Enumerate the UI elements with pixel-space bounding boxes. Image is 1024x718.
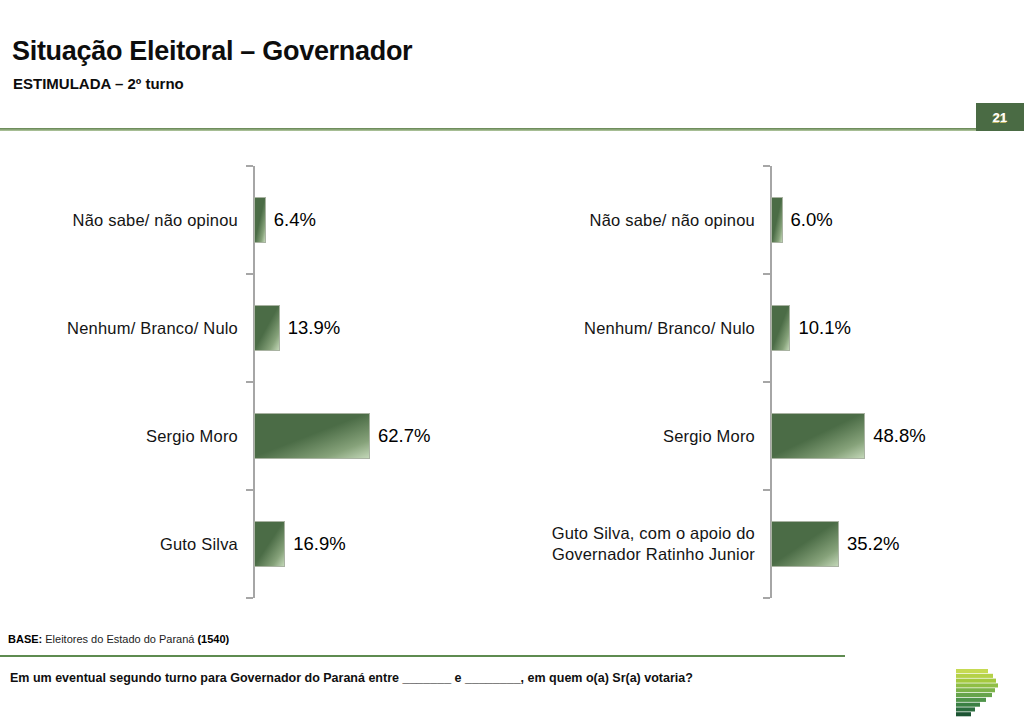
axis-tick (246, 273, 253, 275)
axis-tick (246, 489, 253, 491)
bar (254, 197, 266, 243)
page-title: Situação Eleitoral – Governador (12, 36, 412, 67)
category-label: Guto Silva, com o apoio do Governador Ra… (503, 523, 755, 564)
bar (771, 305, 790, 351)
footer-divider (0, 655, 845, 657)
axis-tick (246, 381, 253, 383)
slide: Situação Eleitoral – Governador ESTIMULA… (0, 0, 1024, 718)
axis-tick (763, 165, 770, 167)
bar (771, 521, 839, 567)
bar (254, 305, 280, 351)
base-note: BASE:Eleitores do Estado do Paraná(1540) (8, 633, 229, 645)
category-label: Sergio Moro (503, 426, 755, 447)
value-label: 48.8% (873, 425, 925, 447)
right-bar-chart: Não sabe/ não opinou6.0%Nenhum/ Branco/ … (512, 166, 1024, 598)
value-label: 6.0% (791, 209, 833, 231)
question-text: Em um eventual segundo turno para Govern… (10, 671, 693, 685)
bar (771, 197, 783, 243)
category-label: Nenhum/ Branco/ Nulo (503, 318, 755, 339)
page-number-badge: 21 (976, 103, 1024, 131)
axis-tick (763, 597, 770, 599)
axis-tick (763, 489, 770, 491)
value-label: 13.9% (288, 317, 340, 339)
striped-logo-icon (956, 669, 998, 717)
category-label: Não sabe/ não opinou (0, 210, 238, 231)
value-label: 35.2% (847, 533, 899, 555)
axis-tick (246, 597, 253, 599)
value-label: 16.9% (293, 533, 345, 555)
base-label: BASE: (8, 633, 42, 645)
page-subtitle: ESTIMULADA – 2º turno (13, 75, 184, 92)
axis-tick (763, 273, 770, 275)
value-label: 6.4% (274, 209, 316, 231)
left-bar-chart: Não sabe/ não opinou 6.4% Nenhum/ Branco/ … (0, 166, 512, 598)
value-label: 62.7% (378, 425, 430, 447)
base-count: (1540) (197, 633, 229, 645)
base-text: Eleitores do Estado do Paraná (45, 633, 194, 645)
category-label: Nenhum/ Branco/ Nulo (0, 318, 238, 339)
category-label: Não sabe/ não opinou (503, 210, 755, 231)
axis-tick (246, 165, 253, 167)
value-label: 10.1% (798, 317, 850, 339)
category-label: Guto Silva (0, 534, 238, 555)
header-divider (0, 128, 1024, 131)
bar (254, 521, 285, 567)
bar (254, 413, 370, 459)
axis-tick (763, 381, 770, 383)
category-label: Sergio Moro (0, 426, 238, 447)
bar (771, 413, 865, 459)
